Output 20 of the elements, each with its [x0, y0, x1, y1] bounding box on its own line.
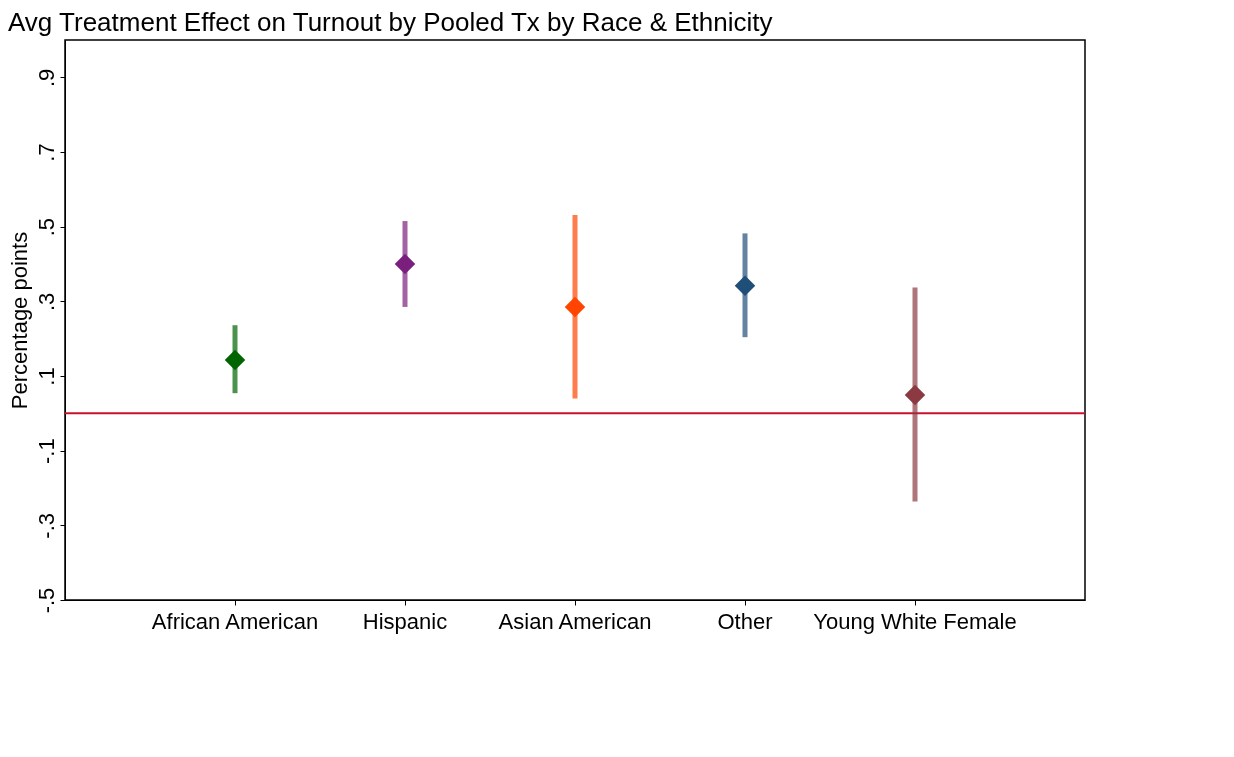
x-tick-label: Asian American	[498, 608, 652, 634]
x-tick-label: Other	[717, 608, 773, 634]
point	[734, 275, 756, 296]
y-tick-label: .3	[33, 292, 59, 312]
y-tick-label: -.5	[33, 587, 59, 614]
point	[394, 253, 416, 275]
y-tick-label: .5	[33, 217, 59, 237]
chart-title: Avg Treatment Effect on Turnout by Pooled Tx by Race & Ethnicity	[8, 7, 773, 37]
y-tick-label: .1	[33, 367, 59, 386]
point	[904, 384, 926, 406]
y-tick-label: -.1	[33, 438, 59, 465]
y-tick-label: .9	[33, 68, 59, 88]
point	[564, 296, 586, 318]
y-tick-label: -.3	[33, 512, 59, 539]
x-tick-label: Hispanic	[362, 608, 448, 634]
point	[224, 349, 246, 371]
x-tick-label: Young White Female	[813, 608, 1017, 634]
y-tick-label: .7	[33, 143, 59, 162]
y-axis-title: Percentage points	[6, 231, 32, 410]
x-tick-label: African American	[151, 608, 319, 634]
